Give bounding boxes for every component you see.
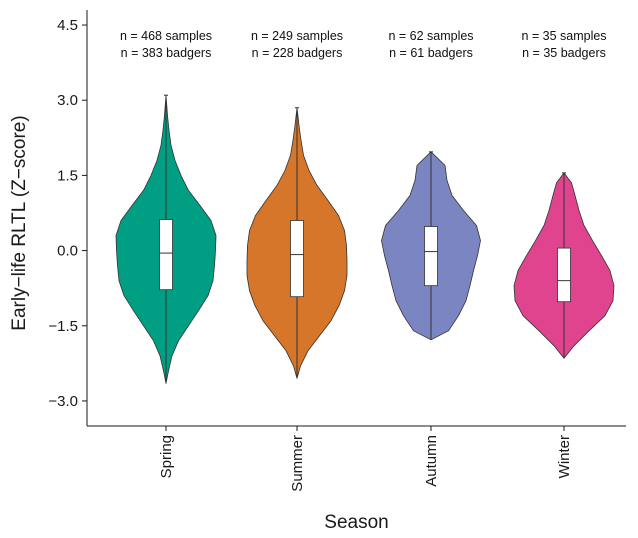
badgers-annotation: n = 61 badgers bbox=[389, 46, 473, 60]
x-axis-title: Season bbox=[324, 512, 388, 533]
box bbox=[424, 226, 438, 287]
violins bbox=[115, 94, 615, 384]
axes bbox=[86, 10, 626, 427]
y-tick-label: 4.5 bbox=[57, 17, 78, 34]
boxplots bbox=[159, 94, 571, 384]
samples-annotation: n = 249 samples bbox=[251, 29, 343, 43]
x-tick-label: Spring bbox=[158, 435, 175, 478]
x-axis-ticks: Spring Summer Autumn Winter bbox=[158, 426, 573, 492]
x-tick-label: Winter bbox=[556, 435, 573, 478]
badgers-annotation: n = 35 badgers bbox=[522, 46, 606, 60]
x-tick-label: Summer bbox=[289, 435, 306, 492]
y-tick-label: −1.5 bbox=[48, 318, 78, 335]
badgers-annotation: n = 228 badgers bbox=[252, 46, 343, 60]
y-tick-label: 0.0 bbox=[57, 243, 78, 260]
samples-annotation: n = 62 samples bbox=[388, 29, 473, 43]
y-tick-label: 3.0 bbox=[57, 92, 78, 109]
y-axis-ticks: 4.5 3.0 1.5 0.0 −1.5 −3.0 bbox=[48, 17, 87, 410]
samples-annotation: n = 35 samples bbox=[521, 29, 606, 43]
y-tick-label: 1.5 bbox=[57, 167, 78, 184]
box bbox=[557, 247, 571, 303]
box bbox=[290, 220, 304, 298]
box bbox=[159, 219, 173, 291]
sample-annotations: n = 468 samples n = 383 badgers n = 249 sa… bbox=[120, 29, 607, 60]
samples-annotation: n = 468 samples bbox=[120, 29, 212, 43]
x-tick-label: Autumn bbox=[423, 435, 440, 487]
y-axis-title: Early−life RLTL (Z−score) bbox=[9, 115, 30, 330]
y-tick-label: −3.0 bbox=[48, 393, 78, 410]
badgers-annotation: n = 383 badgers bbox=[121, 46, 212, 60]
